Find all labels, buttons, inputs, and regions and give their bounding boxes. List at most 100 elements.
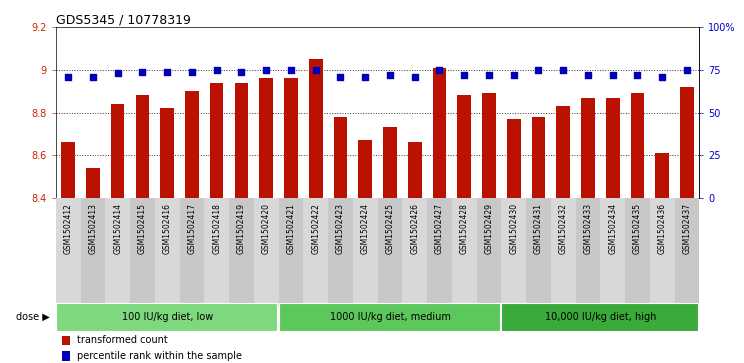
- Bar: [130, 198, 155, 307]
- Bar: [205, 198, 229, 307]
- Point: [632, 72, 644, 78]
- Bar: [61, 142, 75, 198]
- Text: GSM1502419: GSM1502419: [237, 203, 246, 254]
- Bar: [254, 198, 278, 307]
- Text: GSM1502417: GSM1502417: [187, 203, 196, 254]
- Bar: [179, 198, 205, 307]
- Bar: [309, 59, 322, 198]
- Bar: [680, 87, 694, 198]
- Bar: [106, 198, 130, 307]
- Text: 10,000 IU/kg diet, high: 10,000 IU/kg diet, high: [545, 312, 656, 322]
- Bar: [383, 127, 397, 198]
- Text: GSM1502426: GSM1502426: [410, 203, 419, 254]
- Bar: [62, 336, 71, 345]
- Text: GSM1502421: GSM1502421: [286, 203, 295, 254]
- Bar: [161, 108, 174, 198]
- Text: transformed count: transformed count: [77, 335, 167, 346]
- Point: [557, 67, 569, 73]
- Point: [62, 74, 74, 79]
- Point: [458, 72, 470, 78]
- Text: dose ▶: dose ▶: [16, 312, 51, 322]
- Text: GSM1502422: GSM1502422: [311, 203, 320, 254]
- Text: GSM1502431: GSM1502431: [534, 203, 543, 254]
- Bar: [501, 198, 526, 307]
- Bar: [557, 106, 570, 198]
- Bar: [80, 198, 106, 307]
- Bar: [675, 198, 699, 307]
- Bar: [427, 198, 452, 307]
- Bar: [229, 198, 254, 307]
- Bar: [600, 198, 625, 307]
- Bar: [477, 198, 501, 307]
- Bar: [551, 198, 576, 307]
- Bar: [576, 198, 600, 307]
- Text: GSM1502415: GSM1502415: [138, 203, 147, 254]
- Text: GSM1502430: GSM1502430: [509, 203, 519, 254]
- Text: GSM1502435: GSM1502435: [633, 203, 642, 254]
- Text: GSM1502432: GSM1502432: [559, 203, 568, 254]
- Text: GSM1502429: GSM1502429: [484, 203, 493, 254]
- Bar: [526, 198, 551, 307]
- Text: GSM1502434: GSM1502434: [609, 203, 618, 254]
- Bar: [581, 98, 594, 198]
- Point: [507, 72, 519, 78]
- Bar: [185, 91, 199, 198]
- Bar: [408, 142, 422, 198]
- Text: 1000 IU/kg diet, medium: 1000 IU/kg diet, medium: [330, 312, 450, 322]
- Bar: [111, 104, 124, 198]
- Point: [161, 69, 173, 74]
- Bar: [650, 198, 675, 307]
- Text: GSM1502423: GSM1502423: [336, 203, 345, 254]
- Point: [186, 69, 198, 74]
- Bar: [260, 78, 273, 198]
- Bar: [56, 303, 278, 331]
- Point: [310, 67, 321, 73]
- Point: [285, 67, 297, 73]
- Bar: [278, 303, 500, 331]
- Text: GSM1502418: GSM1502418: [212, 203, 221, 254]
- Point: [335, 74, 347, 79]
- Bar: [507, 119, 521, 198]
- Point: [236, 69, 248, 74]
- Point: [607, 72, 619, 78]
- Point: [533, 67, 545, 73]
- Bar: [62, 351, 71, 360]
- Text: GSM1502436: GSM1502436: [658, 203, 667, 254]
- Point: [260, 67, 272, 73]
- Bar: [378, 198, 403, 307]
- Bar: [532, 117, 545, 198]
- Bar: [353, 198, 378, 307]
- Bar: [278, 198, 304, 307]
- Bar: [433, 68, 446, 198]
- Text: GSM1502412: GSM1502412: [64, 203, 73, 254]
- Text: 100 IU/kg diet, low: 100 IU/kg diet, low: [121, 312, 213, 322]
- Point: [656, 74, 668, 79]
- Bar: [403, 198, 427, 307]
- Text: GSM1502424: GSM1502424: [361, 203, 370, 254]
- Bar: [501, 303, 698, 331]
- Point: [582, 72, 594, 78]
- Bar: [482, 93, 496, 198]
- Point: [384, 72, 396, 78]
- Text: GSM1502427: GSM1502427: [435, 203, 444, 254]
- Text: GSM1502420: GSM1502420: [262, 203, 271, 254]
- Text: GSM1502413: GSM1502413: [89, 203, 97, 254]
- Bar: [625, 198, 650, 307]
- Bar: [304, 198, 328, 307]
- Bar: [234, 83, 248, 198]
- Text: GSM1502425: GSM1502425: [385, 203, 394, 254]
- Bar: [284, 78, 298, 198]
- Bar: [86, 168, 100, 198]
- Bar: [210, 83, 223, 198]
- Point: [434, 67, 446, 73]
- Text: GSM1502414: GSM1502414: [113, 203, 122, 254]
- Point: [359, 74, 371, 79]
- Bar: [359, 140, 372, 198]
- Bar: [458, 95, 471, 198]
- Point: [136, 69, 148, 74]
- Bar: [655, 153, 669, 198]
- Bar: [155, 198, 179, 307]
- Text: percentile rank within the sample: percentile rank within the sample: [77, 351, 242, 361]
- Text: GSM1502433: GSM1502433: [583, 203, 592, 254]
- Point: [408, 74, 420, 79]
